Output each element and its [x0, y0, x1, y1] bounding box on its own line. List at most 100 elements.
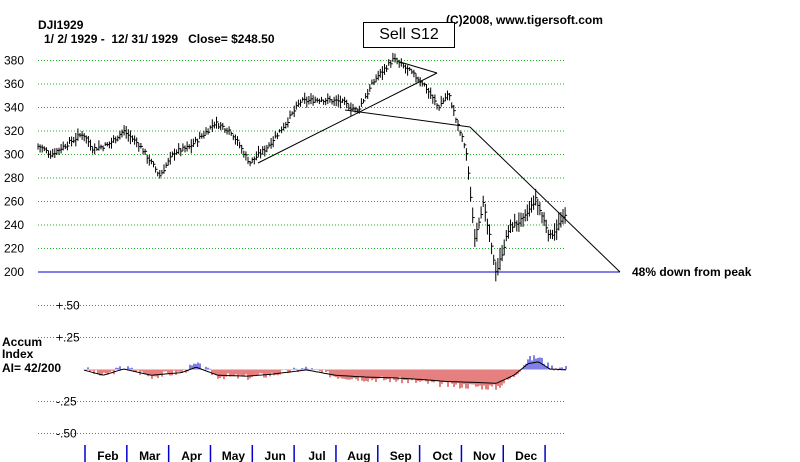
price-bar: [564, 207, 568, 224]
price-bar: [287, 117, 290, 128]
accum-title-1: Accum: [2, 335, 42, 349]
price-bar: [245, 151, 248, 161]
symbol-title: DJI1929: [38, 18, 84, 32]
price-bar: [535, 188, 538, 206]
price-tick-label: 280: [4, 171, 24, 185]
trendlines: [257, 61, 471, 164]
price-bar: [66, 141, 70, 151]
price-bar: [449, 92, 452, 101]
price-bar: [463, 142, 467, 149]
accum-title-3: AI= 42/200: [2, 361, 61, 375]
price-bar: [237, 136, 240, 146]
price-bar: [363, 98, 366, 103]
price-bar: [369, 84, 372, 92]
price-bar: [276, 132, 280, 140]
price-bar: [455, 117, 458, 124]
price-bar: [476, 222, 479, 242]
price-bar: [197, 138, 200, 147]
month-label: Oct: [433, 449, 453, 462]
peak-decline-line: [469, 126, 621, 273]
month-label: Sep: [390, 449, 412, 462]
price-bar: [153, 161, 156, 168]
price-bar: [293, 105, 297, 118]
price-bar: [241, 144, 244, 154]
accum-tick-label: +.50: [56, 299, 80, 313]
price-tick-label: 220: [4, 242, 24, 256]
neckline: [344, 109, 471, 128]
price-bar: [45, 147, 49, 154]
price-bar: [228, 126, 232, 135]
period-title: 1/ 2/ 1929 - 12/ 31/ 1929 Close= $248.50: [44, 32, 275, 46]
price-bar: [465, 148, 469, 161]
accum-moving-average: [83, 361, 567, 384]
price-bar: [409, 67, 412, 72]
price-bar: [482, 195, 486, 207]
price-bar: [491, 242, 494, 255]
price-bar: [266, 144, 269, 153]
price-bar: [216, 116, 219, 129]
price-bar: [163, 164, 166, 174]
price-bar: [478, 217, 481, 229]
month-label: Feb: [97, 449, 118, 462]
price-bar: [140, 142, 143, 149]
price-tick-label: 240: [4, 218, 24, 232]
price-bars: [37, 52, 568, 282]
price-y-axis: 200 220 240 260 280 300 320 340 360 380 +.50 +.25 -.…: [4, 54, 80, 441]
price-bar: [207, 128, 211, 135]
accum-tick-label: -.25: [56, 395, 77, 409]
price-bar: [367, 88, 370, 99]
month-axis: Feb Mar Apr May Jun Jul Aug Sep Oct Nov Dec: [84, 445, 546, 462]
price-bar: [203, 130, 206, 139]
price-bar: [222, 122, 225, 130]
accum-tick-label: +.25: [56, 331, 80, 345]
price-bar: [94, 143, 97, 155]
price-bar: [169, 151, 173, 165]
price-bar: [346, 99, 349, 109]
price-bar: [503, 239, 507, 256]
price-bar: [159, 170, 162, 179]
sell-signal-box: Sell S12: [363, 22, 455, 48]
month-label: Jun: [265, 449, 286, 462]
price-tick-label: 320: [4, 124, 24, 138]
price-bar: [360, 98, 364, 107]
accum-title-2: Index: [2, 347, 34, 361]
price-tick-label: 340: [4, 101, 24, 115]
month-label: Nov: [473, 449, 496, 462]
price-bar: [539, 202, 542, 216]
accum-index-chart: [83, 355, 567, 390]
price-bar: [545, 219, 549, 234]
month-label: Aug: [347, 449, 370, 462]
price-bar: [192, 138, 196, 148]
month-label: Mar: [139, 449, 161, 462]
month-label: Dec: [515, 449, 537, 462]
month-label: May: [222, 449, 246, 462]
price-tick-label: 300: [4, 148, 24, 162]
uptrend-line: [257, 72, 438, 164]
accum-tick-label: -.50: [56, 427, 77, 441]
price-bar: [484, 203, 488, 222]
price-tick-label: 380: [4, 54, 24, 68]
decline-annotation: 48% down from peak: [632, 265, 752, 279]
price-bar: [386, 65, 389, 72]
price-bar: [489, 224, 492, 243]
price-bar: [155, 166, 158, 173]
price-bar: [144, 148, 148, 156]
price-bar: [438, 105, 442, 111]
price-tick-label: 360: [4, 77, 24, 91]
top-line: [399, 61, 438, 74]
price-bar: [180, 148, 183, 157]
month-label: Jul: [308, 449, 325, 462]
price-bar: [272, 136, 276, 148]
price-bar: [468, 166, 471, 180]
price-bar: [470, 186, 473, 202]
copyright-text: (C)2008, www.tigersoft.com: [446, 13, 603, 27]
price-bar: [300, 99, 303, 107]
price-bar: [434, 94, 437, 106]
price-bar: [457, 119, 460, 132]
price-bar: [472, 207, 475, 224]
month-label: Apr: [181, 449, 202, 462]
price-bar: [459, 130, 463, 136]
price-bar: [493, 254, 496, 265]
price-bar: [480, 206, 484, 219]
